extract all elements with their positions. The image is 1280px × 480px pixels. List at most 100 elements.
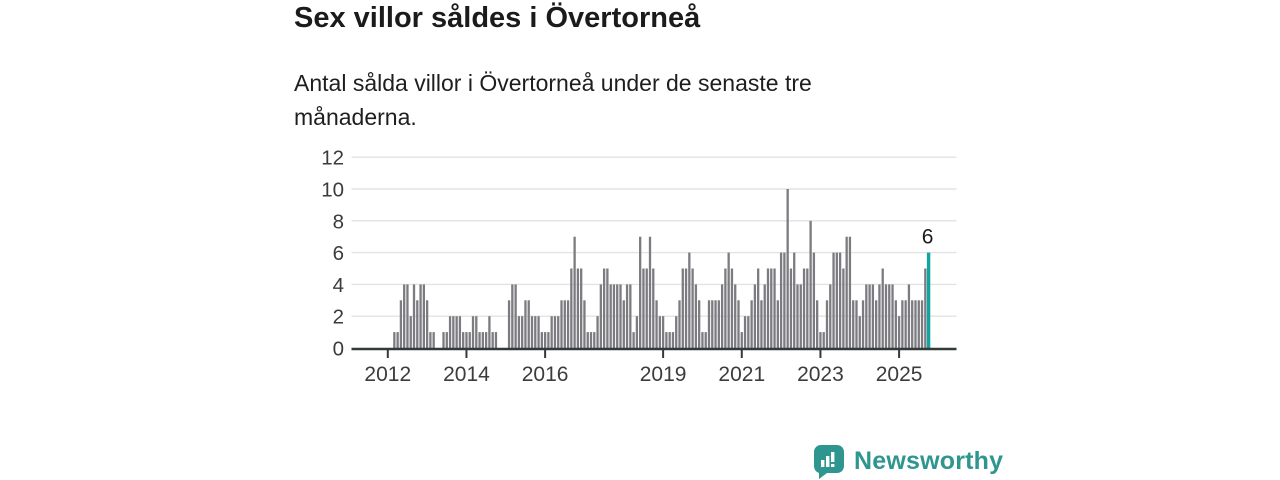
bar	[776, 300, 779, 348]
logo-exclamation-bar	[831, 451, 835, 462]
bar	[403, 284, 406, 348]
bar	[681, 268, 684, 348]
bar	[773, 268, 776, 348]
bar	[629, 284, 632, 348]
bar	[737, 300, 740, 348]
bar	[537, 316, 540, 348]
bar	[580, 268, 583, 348]
bar	[396, 332, 399, 348]
bar	[550, 316, 553, 348]
bar	[543, 332, 547, 348]
bar	[445, 332, 448, 348]
bar	[612, 284, 616, 348]
bar	[760, 300, 763, 348]
logo-exclamation-dot	[831, 463, 835, 467]
bar	[475, 316, 478, 348]
bar	[652, 268, 655, 348]
bar	[875, 300, 878, 348]
bar	[855, 300, 858, 348]
bar	[783, 252, 786, 348]
bar	[468, 332, 471, 348]
bar	[884, 284, 888, 348]
bar	[540, 332, 543, 348]
x-axis-tick-label: 2023	[797, 363, 844, 386]
y-axis-tick-label: 8	[333, 210, 344, 233]
bar	[393, 332, 396, 348]
bar	[639, 236, 642, 348]
bar	[586, 332, 589, 348]
x-axis-tick-label: 2012	[364, 363, 411, 386]
bar	[901, 300, 904, 348]
bar	[514, 284, 517, 348]
bar	[517, 316, 521, 348]
bar	[606, 268, 609, 348]
bar	[412, 284, 416, 348]
bar	[704, 332, 707, 348]
bar	[835, 252, 838, 348]
bar	[563, 300, 566, 348]
bar	[747, 316, 750, 348]
bar	[635, 316, 639, 348]
bar	[547, 332, 550, 348]
bar	[658, 316, 661, 348]
bar	[416, 300, 419, 348]
bar	[589, 332, 593, 348]
bar	[625, 284, 629, 348]
bar	[425, 300, 429, 348]
bar	[648, 236, 652, 348]
bar	[432, 332, 435, 348]
bar	[868, 284, 871, 348]
x-axis-tick-label: 2019	[640, 363, 687, 386]
bar	[717, 300, 720, 348]
x-axis-tick-label: 2025	[876, 363, 923, 386]
bar	[406, 284, 409, 348]
bar	[530, 316, 534, 348]
bar	[720, 284, 724, 348]
bar	[897, 316, 901, 348]
bar	[852, 300, 855, 348]
bar	[832, 252, 835, 348]
bar	[668, 332, 671, 348]
bar	[616, 284, 619, 348]
y-axis-tick-label: 0	[333, 338, 344, 361]
bar	[478, 332, 481, 348]
bar	[399, 300, 403, 348]
bar	[914, 300, 917, 348]
bar	[609, 284, 612, 348]
bar	[593, 332, 596, 348]
bar	[881, 268, 884, 348]
bar	[560, 300, 563, 348]
bar	[665, 332, 668, 348]
bar	[861, 300, 865, 348]
bar	[566, 300, 570, 348]
bar	[891, 284, 894, 348]
bar	[911, 300, 914, 348]
bar	[920, 300, 924, 348]
y-axis-tick-label: 2	[333, 306, 344, 329]
bar	[471, 316, 475, 348]
highlight-value-label: 6	[922, 226, 934, 249]
bar	[458, 316, 462, 348]
bar	[714, 300, 717, 348]
bar	[865, 284, 868, 348]
bar	[534, 316, 537, 348]
bar	[766, 268, 770, 348]
bar	[871, 284, 875, 348]
bar	[809, 220, 812, 348]
bar	[452, 316, 455, 348]
bar	[694, 284, 698, 348]
x-axis-tick-label: 2021	[718, 363, 765, 386]
bar	[829, 284, 832, 348]
bar	[907, 284, 911, 348]
bar	[734, 284, 737, 348]
chart-subtitle: Antal sålda villor i Övertorneå under de…	[294, 70, 812, 130]
bar	[750, 300, 753, 348]
logo-bar-small	[821, 459, 825, 467]
brand-name: Newsworthy	[854, 446, 1004, 475]
bar	[553, 316, 557, 348]
bar	[838, 252, 842, 348]
bar	[429, 332, 432, 348]
bar	[527, 300, 530, 348]
bar	[484, 332, 488, 348]
